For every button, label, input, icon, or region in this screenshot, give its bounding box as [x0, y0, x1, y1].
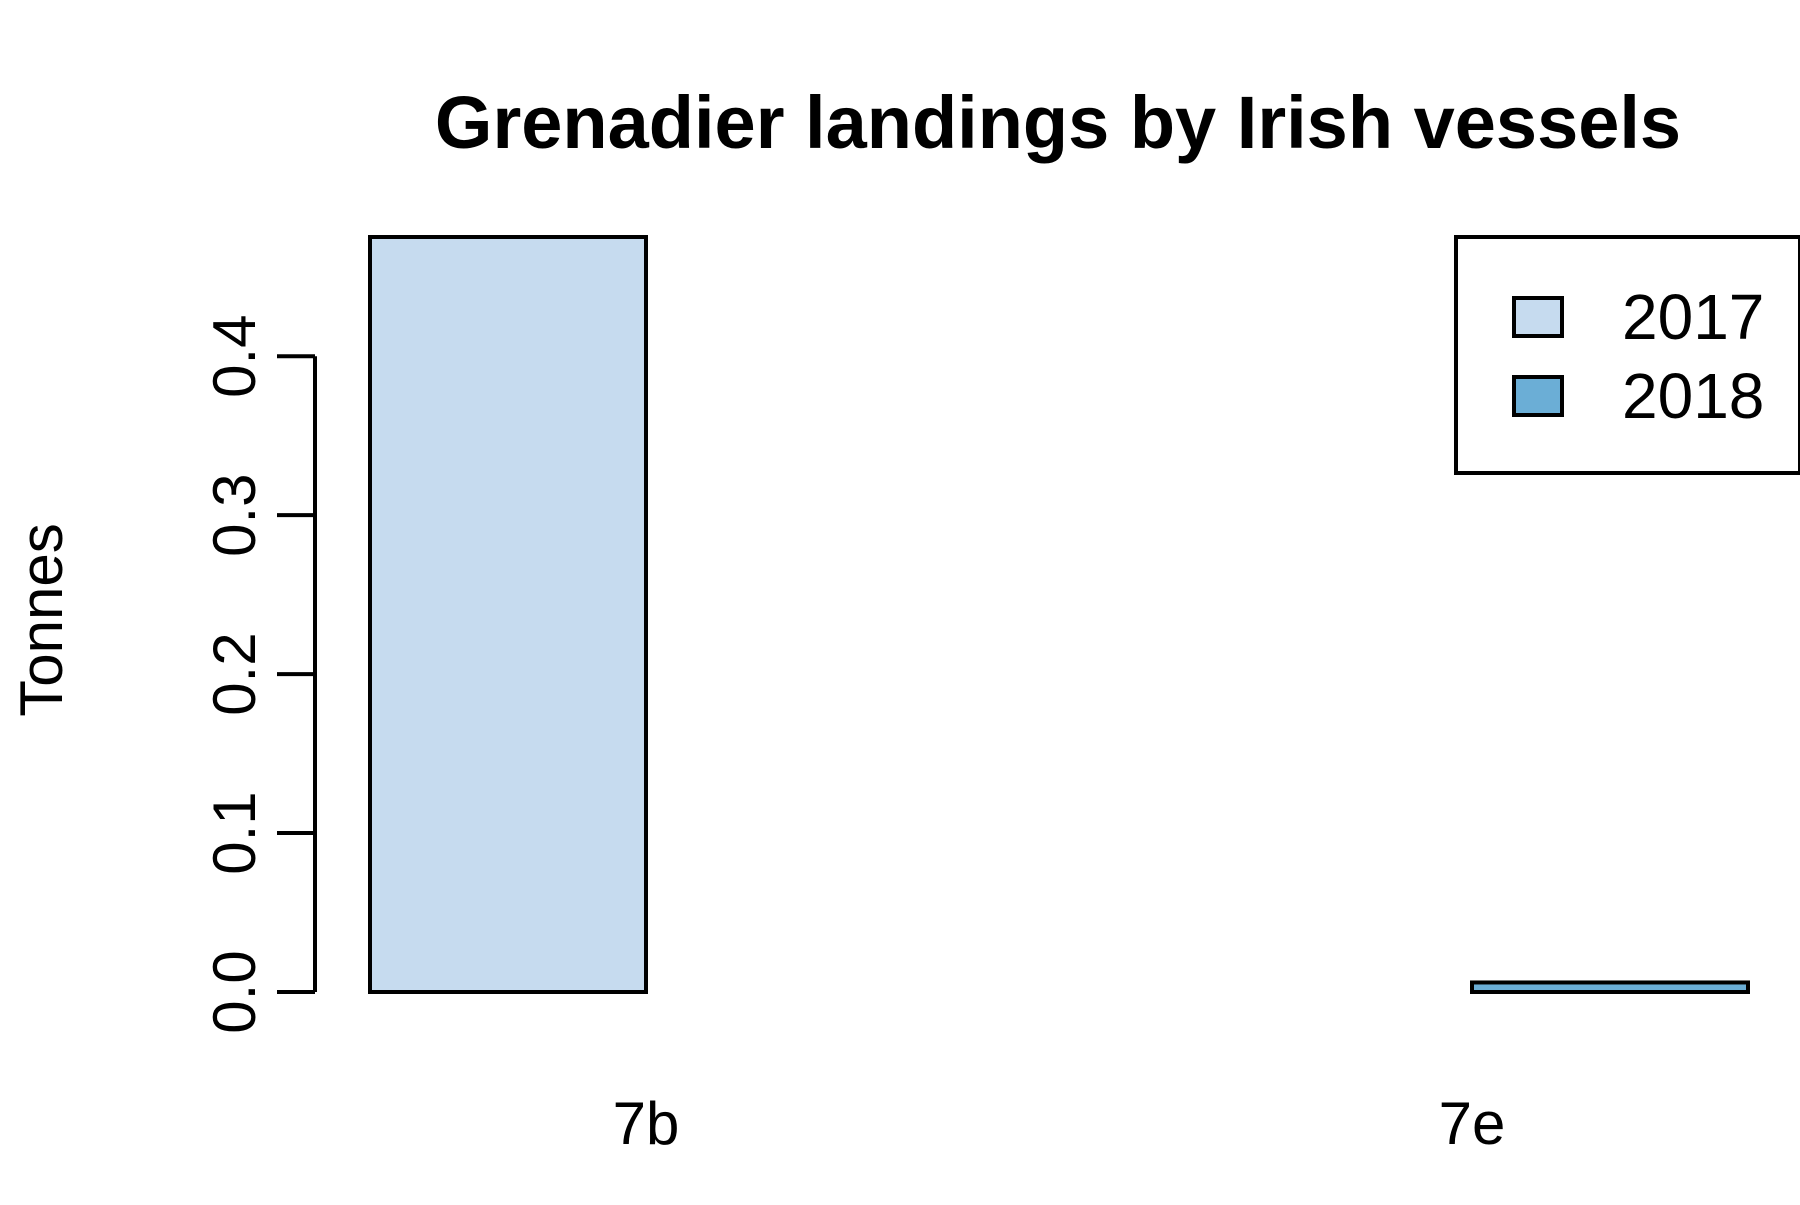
y-tick-label: 0.0 — [201, 950, 268, 1033]
legend-label: 2017 — [1622, 281, 1764, 353]
y-tick-label: 0.1 — [201, 791, 268, 874]
legend-label: 2018 — [1622, 360, 1764, 432]
chart-title: Grenadier landings by Irish vessels — [435, 81, 1681, 164]
x-tick-label: 7e — [1439, 1090, 1506, 1157]
y-axis-label: Tonnes — [8, 523, 75, 716]
y-tick-label: 0.2 — [201, 632, 268, 715]
bar-7e-2018 — [1470, 980, 1750, 994]
x-tick-label: 7b — [613, 1090, 680, 1157]
bar-7b-2017 — [368, 235, 648, 994]
y-tick-label: 0.3 — [201, 473, 268, 556]
legend-swatch — [1512, 375, 1564, 417]
legend-box — [1454, 235, 1800, 475]
legend-swatch — [1512, 296, 1564, 338]
y-tick-label: 0.4 — [201, 314, 268, 397]
plot-area: 0.0 0.1 0.2 0.3 0.4 7b 7e — [201, 235, 1750, 1157]
